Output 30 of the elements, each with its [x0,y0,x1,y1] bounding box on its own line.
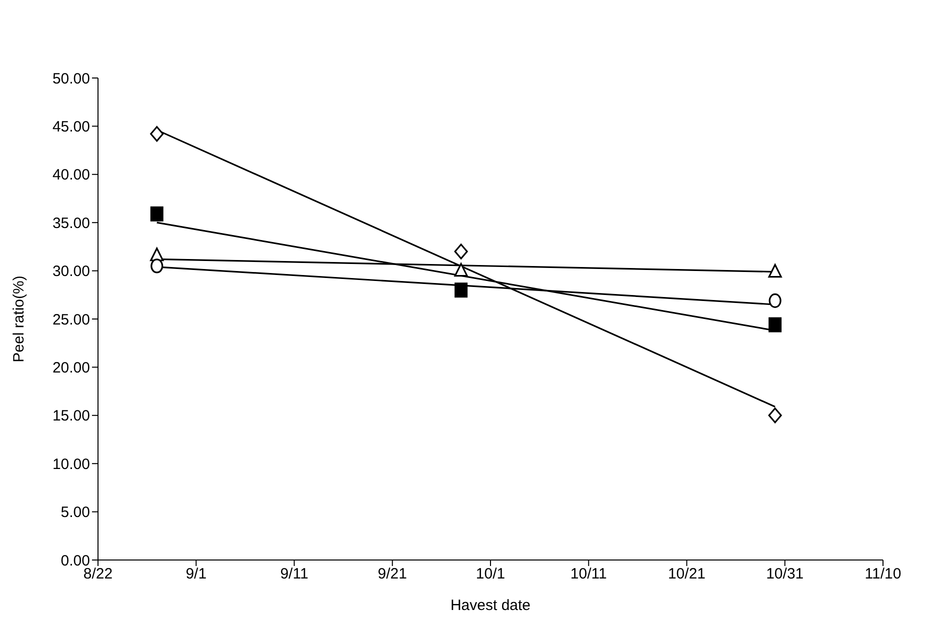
x-tick-label: 10/31 [766,566,804,583]
y-tick-label: 10.00 [52,456,90,473]
y-axis-title: Peel ratio(%) [10,276,28,362]
point [150,126,164,142]
point [768,293,782,308]
point [150,206,164,222]
y-tick-label: 20.00 [52,360,90,377]
x-tick-label: 10/11 [570,566,607,583]
y-tick-label: 35.00 [52,214,90,232]
y-tick-label: 45.00 [52,118,90,136]
point [768,408,782,424]
x-tick-label: 9/21 [378,566,407,583]
point [454,282,468,298]
x-tick-label: 9/1 [186,566,207,583]
y-tick-label: 50.00 [52,70,90,88]
point [768,264,782,278]
point [454,244,468,260]
y-tick-label: 5.00 [60,504,90,522]
point [768,317,782,332]
x-axis-title: Havest date [450,597,531,614]
x-tick-label: 9/11 [280,566,308,583]
x-tick-label: 10/21 [668,566,706,583]
point [454,263,468,277]
y-tick-label: 15.00 [52,408,90,425]
y-tick-label: 30.00 [52,263,90,280]
y-tick-label: 25.00 [52,311,90,328]
x-tick-label: 10/1 [476,566,506,583]
point [150,258,164,274]
x-tick-label: 11/10 [864,566,902,583]
y-tick-label: 40.00 [52,166,90,184]
